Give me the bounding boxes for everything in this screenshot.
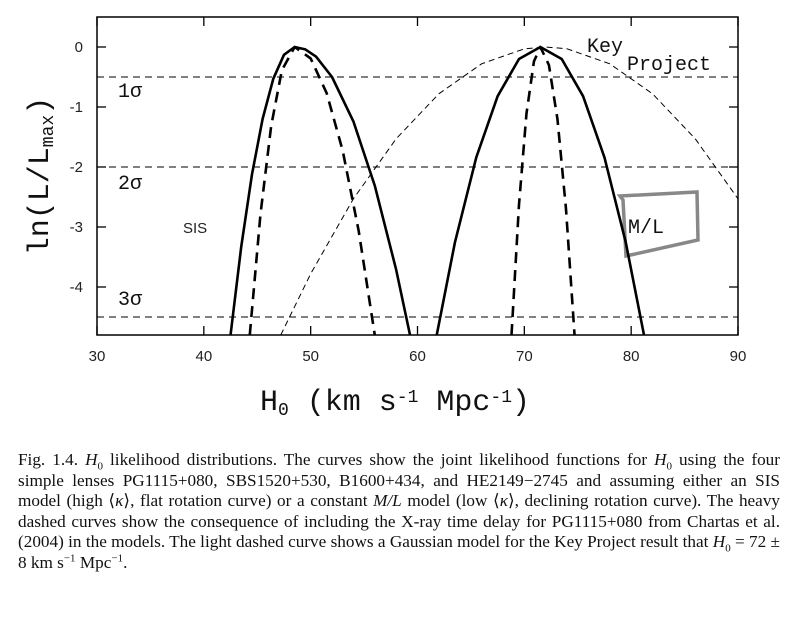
axis-label-part: H: [260, 386, 278, 420]
y-tick-label: -2: [70, 159, 83, 176]
x-tick-label: 30: [89, 348, 106, 365]
axis-label-part: Mpc: [418, 386, 490, 420]
caption-text: κ: [115, 491, 124, 511]
reference-label: 3σ: [118, 289, 142, 312]
curve: [435, 45, 646, 335]
caption-text: M/L: [373, 491, 402, 511]
caption-text: ⟩, declining rotation curve). The heavy …: [18, 491, 781, 552]
axis-label-part: -1: [397, 388, 419, 408]
caption-text: Fig. 1.4.: [18, 450, 86, 469]
curve: [510, 45, 576, 335]
reference-label: 1σ: [118, 81, 142, 104]
caption-text: model (low ⟨: [401, 491, 500, 511]
y-axis-label: ln(L/Lmax): [24, 97, 59, 255]
curve: [248, 45, 377, 335]
caption-text: Mpc: [75, 552, 112, 572]
axis-label-part: ): [24, 97, 58, 115]
axis-label-part: 0: [278, 401, 289, 421]
y-tick-label: -4: [70, 279, 83, 296]
reference-label: 2σ: [118, 173, 142, 196]
caption-text: likelihood distributions. The curves sho…: [103, 450, 655, 469]
caption: Fig. 1.4. H0 likelihood distributions. T…: [18, 450, 780, 574]
caption-text: .: [123, 552, 128, 572]
caption-text: using the four simple lenses PG1115+080,…: [18, 450, 780, 511]
caption-text: ⟩, flat rotation curve) or a constant: [123, 491, 374, 511]
axis-label-part: max: [39, 115, 59, 147]
axis-label-part: -1: [490, 388, 512, 408]
x-tick-label: 60: [409, 348, 426, 365]
annotation: SIS: [183, 220, 207, 237]
caption-text: −1: [111, 552, 124, 565]
caption-text: 0: [725, 542, 731, 555]
caption-text: H: [654, 450, 667, 469]
caption-text: = 72 ± 8 km s: [18, 532, 780, 572]
axis-label-part: ): [512, 386, 530, 420]
x-tick-label: 90: [730, 348, 747, 365]
curve: [280, 46, 738, 335]
chart: 30 40 50 60 70 80 90 0 -1 -2 -3 -4 1σ 2σ 3σ SIS M/L KeyPr…: [24, 16, 747, 421]
annotation: M/L: [628, 217, 664, 240]
caption-text: κ: [499, 491, 508, 511]
annotation: Project: [627, 54, 711, 77]
caption-text: H: [85, 450, 98, 469]
x-tick-label: 40: [195, 348, 212, 365]
axis-label-part: (km s: [289, 386, 397, 420]
x-axis-label: H0 (km s-1 Mpc-1): [260, 386, 530, 421]
y-tick-label: 0: [75, 39, 83, 56]
y-tick-label: -3: [70, 219, 83, 236]
caption-text: −1: [63, 552, 76, 565]
y-tick-label: -1: [70, 99, 83, 116]
caption-text: H: [712, 532, 726, 552]
annotation: Key: [587, 36, 623, 59]
x-tick-label: 80: [623, 348, 640, 365]
curves: [229, 45, 738, 335]
caption-text: 0: [666, 460, 673, 473]
curve: [229, 45, 412, 335]
x-tick-label: 70: [516, 348, 533, 365]
caption-text: 0: [97, 460, 104, 473]
axis-label-part: ln(L/L: [24, 147, 58, 255]
hand-drawn-box: [616, 190, 700, 259]
x-tick-label: 50: [302, 348, 319, 365]
